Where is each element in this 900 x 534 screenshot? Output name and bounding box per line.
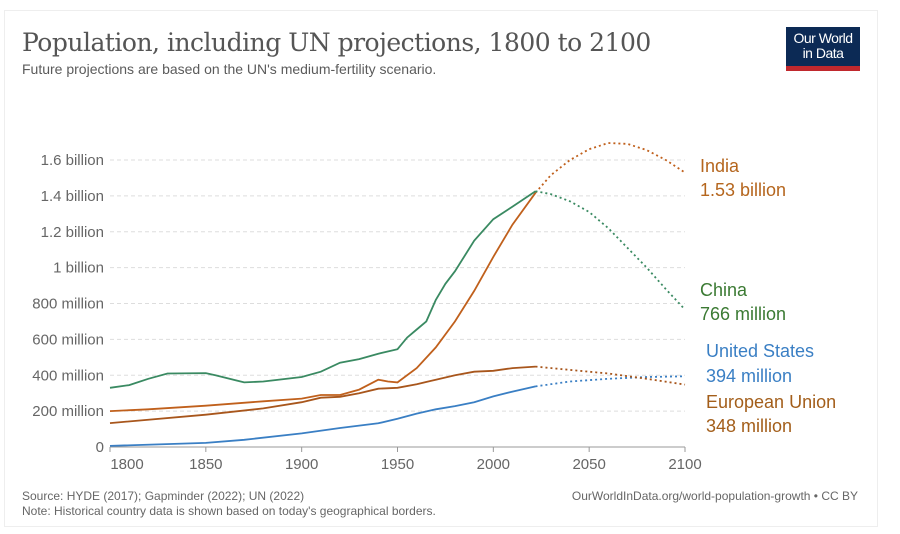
projection-line-united-states	[535, 375, 686, 388]
series-value-united-states: 394 million	[706, 366, 792, 386]
y-tick-label: 400 million	[32, 367, 104, 384]
projection-line-india	[534, 142, 686, 194]
projection-line-china	[535, 190, 686, 311]
x-tick-label: 1850	[189, 456, 222, 473]
x-tick-label: 2000	[477, 456, 510, 473]
series-label-china: China	[700, 280, 748, 300]
note-text: Note: Historical country data is shown b…	[22, 504, 436, 518]
y-tick-label: 600 million	[32, 331, 104, 348]
x-tick-label: 1800	[110, 456, 143, 473]
owid-logo[interactable]: Our World in Data	[786, 27, 860, 71]
x-tick-label: 2100	[668, 456, 701, 473]
x-tick-label: 1900	[285, 456, 318, 473]
y-tick-label: 1.2 billion	[41, 224, 104, 241]
series-line-united-states	[109, 385, 536, 447]
source-text: Source: HYDE (2017); Gapminder (2022); U…	[22, 489, 305, 503]
y-tick-label: 0	[96, 439, 104, 456]
chart-subtitle: Future projections are based on the UN's…	[22, 61, 437, 77]
x-tick-label: 2050	[572, 456, 605, 473]
series-line-european-union	[109, 365, 536, 424]
series-line-india	[109, 192, 537, 412]
y-tick-label: 1.6 billion	[41, 152, 104, 169]
series-label-european-union: European Union	[706, 392, 836, 412]
series-value-india: 1.53 billion	[700, 180, 786, 200]
y-tick-label: 1 billion	[53, 260, 104, 277]
y-tick-label: 200 million	[32, 403, 104, 420]
chart-frame	[4, 10, 878, 527]
y-tick-label: 800 million	[32, 296, 104, 313]
x-tick-label: 1950	[381, 456, 414, 473]
series-label-united-states: United States	[706, 341, 814, 361]
source-url[interactable]: OurWorldInData.org/world-population-grow…	[571, 489, 858, 503]
series-label-india: India	[700, 156, 740, 176]
series-value-european-union: 348 million	[706, 416, 792, 436]
chart-title: Population, including UN projections, 18…	[22, 28, 651, 57]
series-value-china: 766 million	[700, 304, 786, 324]
y-tick-label: 1.4 billion	[41, 188, 104, 205]
series-line-china	[109, 190, 537, 389]
